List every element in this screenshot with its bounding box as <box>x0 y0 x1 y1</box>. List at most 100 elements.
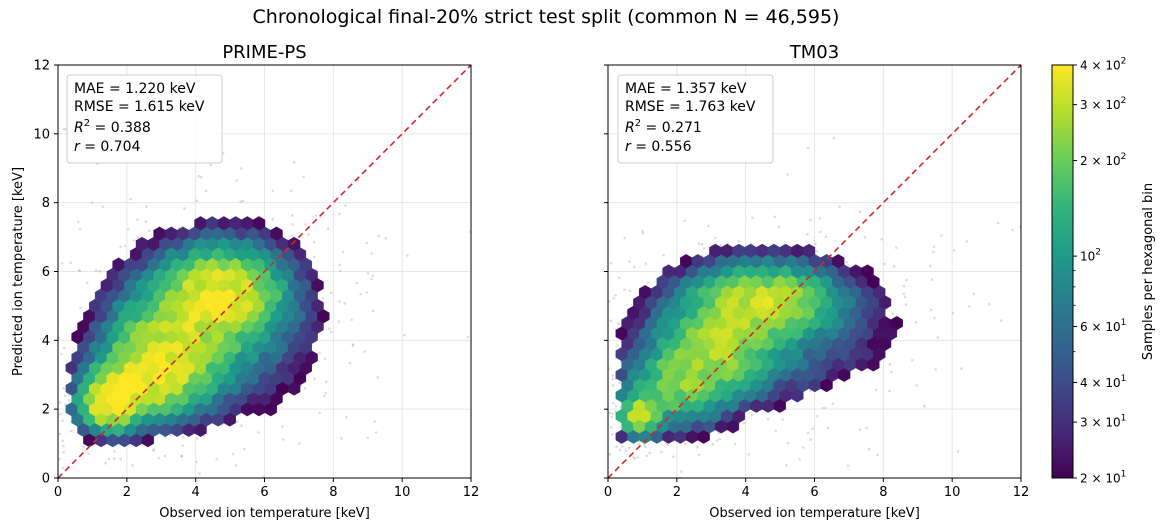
scatter-point <box>313 377 316 380</box>
scatter-point <box>618 381 621 385</box>
scatter-point <box>826 426 830 430</box>
scatter-point <box>621 445 624 448</box>
scatter-point <box>819 230 822 234</box>
scatter-point <box>145 205 148 208</box>
y-tick-label: 6 <box>42 265 50 280</box>
scatter-point <box>809 218 812 222</box>
scatter-point <box>806 233 809 236</box>
scatter-point <box>695 445 699 449</box>
panel-prime-ps: PRIME-PS MAE = 1.220 keV RMSE = 1.615 ke… <box>11 42 479 521</box>
scatter-point <box>785 464 788 467</box>
scatter-point <box>62 346 66 350</box>
scatter-point <box>321 296 325 300</box>
scatter-point <box>965 240 969 243</box>
scatter-point <box>777 225 781 229</box>
scatter-point <box>181 444 185 447</box>
scatter-point <box>801 446 805 449</box>
colorbar: 2 × 101 3 × 101 4 × 101 6 × 101 102 2 × 102 3 … <box>1051 57 1156 486</box>
scatter-point <box>617 276 621 280</box>
scatter-point <box>324 391 327 395</box>
x-tick-label: 0 <box>604 485 612 500</box>
scatter-point <box>136 218 139 222</box>
scatter-point <box>215 457 219 461</box>
scatter-point <box>751 216 754 220</box>
scatter-point <box>846 464 850 467</box>
scatter-point <box>62 444 65 448</box>
scatter-point <box>67 399 71 402</box>
colorbar-tick-label: 3 × 102 <box>1080 96 1126 112</box>
scatter-point <box>858 210 862 214</box>
stats-box-prime-ps: MAE = 1.220 keV RMSE = 1.615 keV R2 = 0.… <box>66 74 223 164</box>
scatter-point <box>611 374 614 378</box>
y-tick-label: 4 <box>42 334 50 349</box>
x-axis-label-tm03: Observed ion temperature [keV] <box>709 506 920 521</box>
scatter-point <box>633 457 637 460</box>
scatter-point <box>809 438 812 441</box>
scatter-point <box>67 393 70 397</box>
scatter-point <box>680 470 683 473</box>
scatter-point <box>774 429 777 433</box>
identity-line-tm03 <box>607 64 1022 479</box>
scatter-point <box>611 412 615 416</box>
scatter-point <box>612 297 615 300</box>
scatter-point <box>818 217 821 220</box>
x-axis-tm03: 0 2 4 6 8 10 12 <box>604 478 1029 500</box>
scatter-point <box>932 245 936 249</box>
scatter-point <box>345 415 348 419</box>
scatter-point <box>773 215 777 219</box>
stat-r2: R2 = 0.271 <box>625 118 702 136</box>
scatter-point <box>359 292 362 296</box>
stats-box-background <box>66 74 223 164</box>
scatter-point <box>290 234 293 238</box>
scatter-point <box>384 237 388 240</box>
scatter-point <box>350 318 353 322</box>
scatter-point <box>370 277 373 281</box>
scatter-point <box>326 227 330 230</box>
scatter-point <box>645 454 648 458</box>
scatter-point <box>628 289 632 293</box>
hexbin <box>890 315 903 331</box>
scatter-point <box>951 311 955 315</box>
panel-title-tm03: TM03 <box>789 42 839 63</box>
scatter-point <box>815 249 819 253</box>
scatter-point <box>341 250 345 254</box>
scatter-point <box>107 457 111 461</box>
stat-r2-value: = 0.388 <box>90 120 151 136</box>
scatter-point <box>628 260 631 263</box>
scatter-point <box>766 417 770 421</box>
hexbins-tm03 <box>615 243 903 444</box>
x-tick-label: 6 <box>810 485 818 500</box>
scatter-point <box>972 292 975 296</box>
scatter-point <box>666 443 670 447</box>
x-tick-label: 6 <box>260 485 268 500</box>
scatter-point <box>78 269 82 273</box>
panel-title-prime-ps: PRIME-PS <box>222 42 306 63</box>
scatter-point <box>931 250 935 254</box>
scatter-point <box>63 394 67 398</box>
scatter-point <box>733 442 737 446</box>
scatter-point <box>291 222 294 226</box>
hexbin <box>252 216 266 231</box>
stat-r: r = 0.556 <box>625 139 692 155</box>
scatter-point <box>183 207 186 210</box>
scatter-point <box>77 220 80 224</box>
scatter-point <box>824 235 828 238</box>
scatter-point <box>403 333 406 337</box>
stat-r-value: = 0.556 <box>631 139 692 155</box>
scatter-point <box>831 402 835 406</box>
scatter-point <box>632 456 635 459</box>
scatter-point <box>806 431 810 435</box>
scatter-point <box>863 236 867 239</box>
scatter-point <box>303 387 307 390</box>
scatter-point <box>867 447 871 451</box>
scatter-point <box>91 201 94 204</box>
hexbin <box>861 264 874 279</box>
scatter-point <box>786 173 789 176</box>
scatter-point <box>880 237 884 241</box>
scatter-point <box>608 300 611 303</box>
scatter-point <box>610 433 614 436</box>
scatter-point <box>623 288 626 292</box>
scatter-point <box>615 445 618 448</box>
scatter-point <box>662 253 665 257</box>
scatter-point <box>609 319 613 322</box>
